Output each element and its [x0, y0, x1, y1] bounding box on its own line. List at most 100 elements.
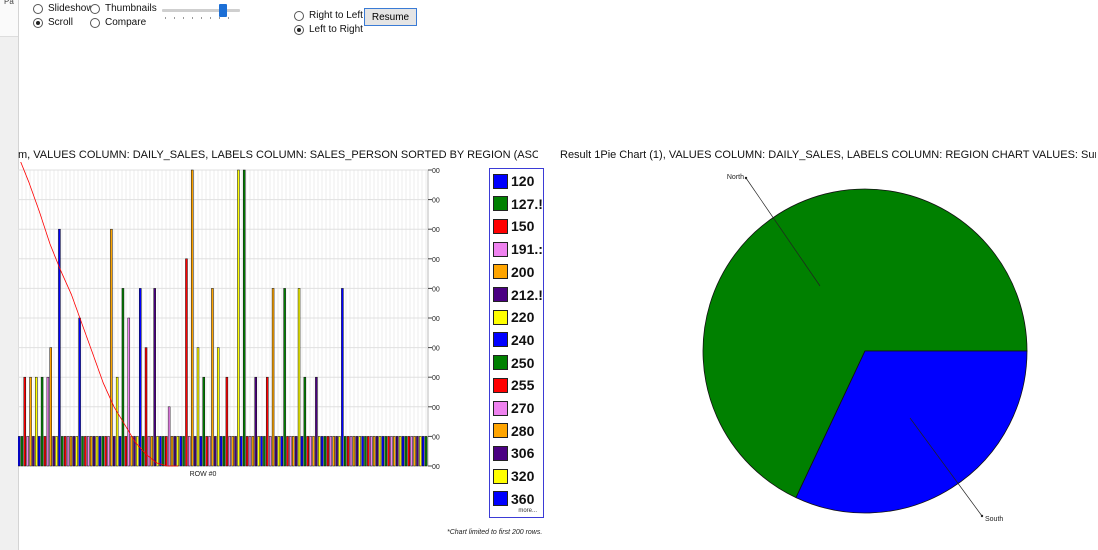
- bar: [159, 436, 162, 467]
- bar: [263, 436, 266, 467]
- bar: [43, 436, 47, 467]
- legend-label: 306: [511, 445, 535, 462]
- legend-swatch: [493, 377, 508, 393]
- bar: [40, 376, 44, 467]
- bar: [245, 436, 249, 467]
- bar: [292, 436, 295, 467]
- bar: [306, 436, 309, 467]
- bar-chart: 00 00 00 00 00 00 00 00 00 00 00 ROW #0: [18, 162, 440, 478]
- bar: [63, 436, 67, 467]
- y-tick-label: 00: [432, 316, 440, 323]
- bar: [364, 436, 367, 467]
- bar: [165, 436, 168, 467]
- y-tick-label: 00: [432, 375, 440, 382]
- legend-item: 240: [493, 331, 534, 349]
- panel-tab[interactable]: [0, 0, 18, 37]
- thumbnails-radio[interactable]: Thumbnails: [90, 3, 157, 14]
- bar-chart-legend: more... 120 127.! 150 191.: 200 212.! 220 240 25…: [489, 168, 544, 518]
- speed-slider-track[interactable]: [162, 9, 240, 12]
- bar: [248, 436, 252, 467]
- bar: [274, 436, 278, 467]
- bar: [84, 436, 87, 467]
- left-to-right-radio-circle[interactable]: [294, 24, 304, 35]
- bar: [372, 436, 376, 467]
- bar: [153, 288, 156, 467]
- right-to-left-radio-circle[interactable]: [294, 10, 304, 21]
- bar: [323, 436, 327, 467]
- compare-radio[interactable]: Compare: [90, 17, 146, 28]
- bar: [393, 436, 396, 467]
- resume-button[interactable]: Resume: [364, 8, 417, 26]
- y-tick-label: 00: [432, 464, 440, 471]
- thumbnails-radio-circle[interactable]: [90, 3, 100, 14]
- legend-item: 255: [493, 376, 534, 394]
- scroll-radio-circle[interactable]: [33, 17, 43, 28]
- bar: [26, 436, 29, 467]
- bar: [358, 436, 361, 467]
- bar: [214, 436, 217, 467]
- pie-slice-north: [702, 188, 1028, 499]
- bar: [144, 347, 148, 467]
- bar: [228, 436, 232, 467]
- bar: [257, 436, 260, 467]
- bar: [173, 436, 177, 467]
- bar: [61, 436, 64, 467]
- bar: [182, 436, 185, 467]
- slideshow-label: Slideshow: [48, 3, 94, 14]
- bar: [395, 436, 399, 467]
- legend-swatch: [493, 445, 508, 461]
- bar: [413, 436, 416, 467]
- legend-swatch: [493, 355, 508, 371]
- left-to-right-radio[interactable]: Left to Right: [294, 24, 363, 35]
- compare-label: Compare: [105, 17, 147, 28]
- bar: [46, 376, 50, 467]
- bar: [419, 436, 422, 467]
- bar: [398, 436, 402, 467]
- legend-label: 127.!: [511, 195, 543, 212]
- legend-more-link[interactable]: more...: [518, 508, 537, 514]
- bar: [199, 436, 203, 467]
- bar: [162, 436, 165, 467]
- slideshow-radio-circle[interactable]: [33, 3, 43, 14]
- bar: [271, 288, 275, 467]
- legend-label: 360: [511, 490, 535, 507]
- bar: [326, 436, 330, 467]
- scroll-label: Scroll: [48, 17, 74, 28]
- bar: [381, 436, 385, 467]
- bar: [349, 436, 353, 467]
- bar: [130, 436, 133, 467]
- compare-radio-circle[interactable]: [90, 17, 100, 28]
- bar: [237, 169, 240, 467]
- y-tick-label: 00: [432, 286, 440, 293]
- legend-item: 270: [493, 399, 534, 417]
- right-to-left-label: Right to Left: [309, 10, 363, 21]
- right-to-left-radio[interactable]: Right to Left: [294, 10, 363, 21]
- speed-slider-thumb[interactable]: [219, 4, 227, 17]
- bar: [133, 436, 136, 467]
- bar: [251, 436, 255, 467]
- bar: [268, 436, 272, 467]
- bar: [211, 288, 214, 467]
- bar: [37, 436, 41, 467]
- legend-swatch: [493, 287, 508, 302]
- y-tick-label: 00: [432, 168, 440, 175]
- chart-row-limit-note: *Chart limited to first 200 rows.: [447, 529, 543, 536]
- x-axis-label: ROW #0: [190, 471, 217, 478]
- bar: [329, 436, 333, 467]
- legend-item: 120: [493, 172, 534, 190]
- bar: [92, 436, 96, 467]
- bar: [370, 436, 373, 467]
- bar: [101, 436, 104, 467]
- bar: [404, 436, 408, 467]
- bar: [260, 436, 263, 467]
- legend-swatch: [493, 264, 508, 280]
- legend-label: 280: [511, 422, 535, 439]
- legend-item: 212.!: [493, 286, 543, 304]
- bar: [104, 436, 107, 467]
- slideshow-radio[interactable]: Slideshow: [33, 3, 94, 14]
- pie-slice-south: [795, 350, 1028, 514]
- bar: [346, 436, 350, 467]
- bar: [176, 436, 180, 467]
- scroll-radio[interactable]: Scroll: [33, 17, 73, 28]
- bar: [266, 376, 269, 467]
